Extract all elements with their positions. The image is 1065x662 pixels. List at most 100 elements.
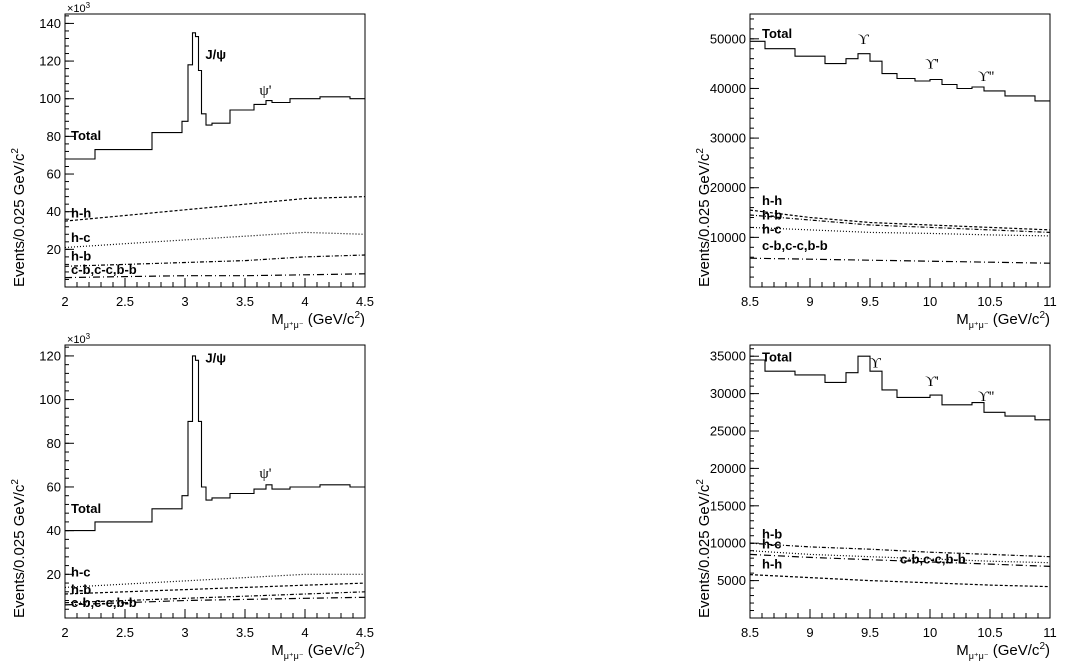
annotation-label: ψ' bbox=[259, 466, 271, 482]
y-tick-label: 40 bbox=[47, 523, 61, 538]
y-tick-label: 20000 bbox=[710, 461, 746, 476]
x-tick-label: 11 bbox=[1043, 625, 1057, 640]
y-tick-label: 40000 bbox=[710, 81, 746, 96]
y-tick-label: 120 bbox=[39, 348, 61, 363]
x-tick-label: 2 bbox=[61, 625, 68, 640]
series-line-h-c bbox=[64, 231, 366, 249]
y-tick-label: 20000 bbox=[710, 180, 746, 195]
y-axis-label: Events/0.025 GeV/c2 bbox=[695, 479, 713, 618]
x-axis-label: Mμ⁺μ⁻ (GeV/c2) bbox=[271, 641, 365, 661]
x-axis-label: Mμ⁺μ⁻ (GeV/c2) bbox=[956, 310, 1050, 330]
annotation-label: h-c bbox=[762, 536, 782, 551]
annotation-label: h-h bbox=[71, 205, 91, 220]
series-line-h-c bbox=[749, 226, 1051, 237]
x-tick-label: 11 bbox=[1043, 294, 1057, 309]
series-line-total bbox=[750, 355, 1050, 421]
x-tick-label: 4 bbox=[301, 625, 308, 640]
y-tick-label: 80 bbox=[47, 129, 61, 144]
series-line-c-b-c-c-b-b bbox=[749, 257, 1051, 264]
y-axis-label: Events/0.025 GeV/c2 bbox=[10, 148, 28, 287]
chart-bottom-right: 8.5 9 9.5 10 10.5 11 5000 10000 15000 20000 25000 3… bbox=[695, 344, 1057, 661]
y-tick-label: 30000 bbox=[710, 131, 746, 146]
series-line-h-h bbox=[749, 574, 1051, 588]
y-tick-label: 15000 bbox=[710, 498, 746, 513]
series-line-h-c bbox=[749, 550, 1051, 564]
x-tick-label: 10 bbox=[923, 625, 937, 640]
series-line-total bbox=[750, 40, 1050, 102]
x-tick-label: 3 bbox=[181, 294, 188, 309]
y-tick-label: 10000 bbox=[710, 230, 746, 245]
annotation-label: h-h bbox=[762, 557, 782, 572]
plot-frame bbox=[64, 344, 366, 619]
series-line-h-b bbox=[64, 254, 366, 267]
annotation-label: h-b bbox=[71, 249, 91, 264]
y-tick-label: 120 bbox=[39, 54, 61, 69]
y-tick-label: 60 bbox=[47, 167, 61, 182]
annotation-label: ψ' bbox=[259, 83, 271, 99]
x-tick-label: 4.5 bbox=[356, 625, 374, 640]
x-tick-label: 3 bbox=[181, 625, 188, 640]
x-tick-label: 4 bbox=[301, 294, 308, 309]
annotation-label: h-c bbox=[71, 230, 91, 245]
y-tick-label: 40 bbox=[47, 204, 61, 219]
x-tick-label: 3.5 bbox=[236, 625, 254, 640]
chart-bottom-left: 2 2.5 3 3.5 4 4.5 20 40 60 80 100 120 ×103 Events/0.0… bbox=[10, 332, 374, 661]
axis-multiplier: ×103 bbox=[67, 1, 91, 15]
plot-frame bbox=[749, 344, 1051, 619]
y-axis-label: Events/0.025 GeV/c2 bbox=[695, 148, 713, 287]
annotation-label: ϒ'' bbox=[978, 69, 995, 85]
y-tick-label: 140 bbox=[39, 16, 61, 31]
annotation-label: ϒ'' bbox=[978, 389, 995, 405]
series-line-total bbox=[65, 355, 365, 532]
annotation-label: J/ψ bbox=[205, 47, 226, 62]
y-axis-label: Events/0.025 GeV/c2 bbox=[10, 479, 28, 618]
annotation-label: h-c bbox=[762, 221, 782, 236]
annotation-label: ϒ bbox=[870, 355, 881, 371]
axis-multiplier: ×103 bbox=[67, 332, 91, 346]
series-line-h-h bbox=[64, 591, 366, 604]
chart-top-left: 2 2.5 3 3.5 4 4.5 20 40 60 80 100 120 140 ×103 Events/… bbox=[10, 1, 374, 330]
y-tick-label: 80 bbox=[47, 436, 61, 451]
annotation-label: ϒ' bbox=[925, 374, 939, 390]
y-tick-label: 20 bbox=[47, 242, 61, 257]
x-tick-label: 9.5 bbox=[861, 625, 879, 640]
series-line-h-b bbox=[749, 214, 1051, 233]
x-tick-label: 8.5 bbox=[741, 294, 759, 309]
annotation-label: J/ψ bbox=[205, 350, 226, 365]
series-line-c-b-c-c-b-b bbox=[64, 596, 366, 606]
x-tick-label: 2.5 bbox=[116, 625, 134, 640]
annotation-label: c-b,c-c,b-b bbox=[71, 595, 137, 610]
x-tick-label: 10.5 bbox=[977, 625, 1002, 640]
x-tick-label: 2 bbox=[61, 294, 68, 309]
x-tick-label: 10.5 bbox=[977, 294, 1002, 309]
series-line-c-b-c-c-b-b bbox=[749, 553, 1051, 567]
series-line-h-h bbox=[749, 209, 1051, 231]
y-tick-label: 100 bbox=[39, 91, 61, 106]
x-tick-label: 3.5 bbox=[236, 294, 254, 309]
series-line-h-b bbox=[749, 542, 1051, 558]
y-tick-label: 10000 bbox=[710, 536, 746, 551]
annotation-label: Total bbox=[71, 501, 101, 516]
y-tick-label: 30000 bbox=[710, 386, 746, 401]
annotation-label: Total bbox=[762, 349, 792, 364]
y-tick-label: 5000 bbox=[717, 573, 746, 588]
series-line-total bbox=[65, 32, 365, 160]
y-tick-label: 100 bbox=[39, 392, 61, 407]
annotation-label: Total bbox=[762, 26, 792, 41]
annotation-label: c-b,c-c,b-b bbox=[762, 238, 828, 253]
x-axis-label: Mμ⁺μ⁻ (GeV/c2) bbox=[271, 310, 365, 330]
x-tick-label: 9.5 bbox=[861, 294, 879, 309]
series-line-h-c bbox=[64, 573, 365, 588]
annotation-label: c-b,c-c,b-b bbox=[71, 262, 137, 277]
annotation-label: c-b,c-c,b-b bbox=[900, 551, 966, 566]
annotation-label: Total bbox=[71, 128, 101, 143]
chart-top-right: 8.5 9 9.5 10 10.5 11 10000 20000 30000 40000 50000… bbox=[695, 13, 1057, 330]
y-tick-label: 50000 bbox=[710, 31, 746, 46]
plot-frame bbox=[64, 13, 366, 288]
x-tick-label: 9 bbox=[806, 625, 813, 640]
y-tick-label: 60 bbox=[47, 479, 61, 494]
annotation-label: h-b bbox=[762, 527, 782, 542]
plot-frame bbox=[749, 13, 1051, 288]
y-tick-label: 35000 bbox=[710, 349, 746, 364]
